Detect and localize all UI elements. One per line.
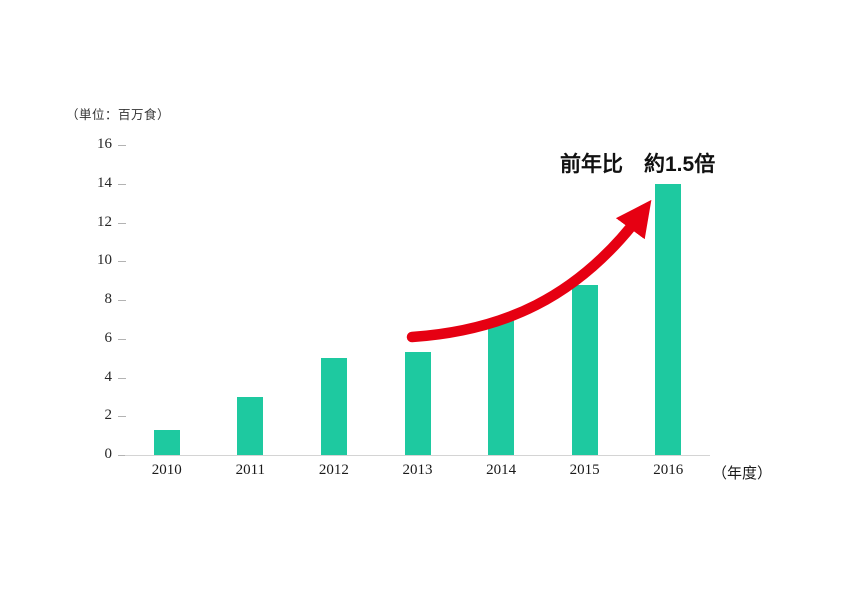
y-tick-label: 2 bbox=[104, 407, 113, 424]
y-tick-mark bbox=[118, 222, 126, 224]
x-axis-unit-label: （年度） bbox=[712, 466, 773, 482]
x-tick-label: 2011 bbox=[235, 462, 266, 478]
x-tick-label: 2013 bbox=[402, 462, 433, 478]
trend-arrow-path bbox=[406, 199, 652, 343]
y-tick-mark bbox=[118, 338, 126, 340]
y-tick-mark bbox=[118, 455, 126, 456]
bar-2016 bbox=[655, 183, 682, 455]
y-tick-mark bbox=[118, 183, 126, 185]
y-tick-mark bbox=[118, 377, 126, 379]
y-tick-label: 8 bbox=[104, 291, 113, 307]
annotation-text: 前年比 約1.5倍 bbox=[560, 153, 716, 176]
y-tick-label: 12 bbox=[97, 213, 112, 230]
y-tick-mark bbox=[118, 416, 126, 418]
bar-2015 bbox=[571, 284, 598, 455]
y-tick-label: 14 bbox=[97, 174, 112, 191]
y-tick-mark bbox=[118, 300, 126, 301]
bar-2012 bbox=[320, 358, 347, 455]
y-tick-label: 6 bbox=[104, 329, 113, 346]
bar-2014 bbox=[488, 319, 515, 455]
x-tick-label: 2016 bbox=[653, 462, 684, 478]
y-tick-mark bbox=[118, 145, 126, 146]
bar-2010 bbox=[153, 429, 180, 455]
y-tick-label: 10 bbox=[97, 252, 112, 269]
y-axis-unit-label: （単位：百万食） bbox=[66, 108, 171, 122]
x-tick-label: 2012 bbox=[318, 462, 349, 478]
y-tick-label: 4 bbox=[104, 368, 113, 385]
y-tick-label: 16 bbox=[97, 136, 112, 152]
bar-2013 bbox=[404, 352, 431, 455]
x-axis-line bbox=[125, 455, 710, 456]
x-tick-label: 2015 bbox=[569, 462, 600, 478]
y-tick-label: 0 bbox=[104, 446, 113, 462]
y-tick-mark bbox=[118, 261, 126, 263]
bar-2011 bbox=[237, 396, 264, 455]
x-tick-label: 2010 bbox=[151, 462, 182, 478]
x-tick-label: 2014 bbox=[486, 462, 517, 478]
